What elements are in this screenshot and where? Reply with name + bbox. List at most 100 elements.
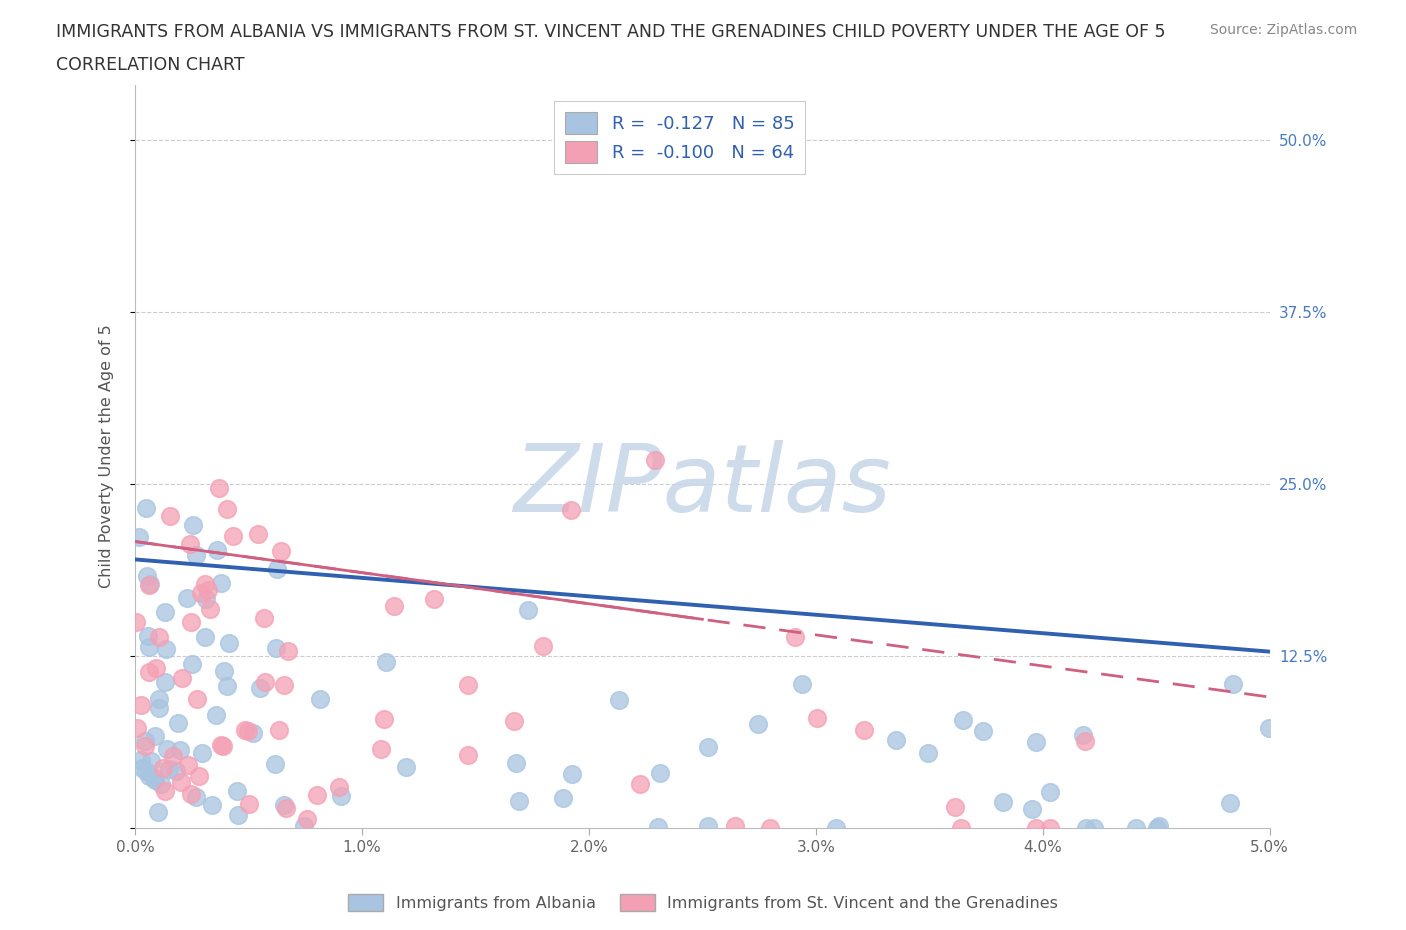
Point [516, 603, 538, 618]
Point [197, 582, 219, 597]
Point [201, 797, 224, 812]
Point [1074, 820, 1097, 835]
Point [215, 501, 238, 516]
Point [200, 602, 222, 617]
Point [806, 711, 828, 725]
Point [273, 798, 295, 813]
Point [254, 674, 277, 689]
Point [249, 681, 271, 696]
Point [273, 678, 295, 693]
Point [1147, 818, 1170, 833]
Point [950, 820, 973, 835]
Point [176, 757, 198, 772]
Point [330, 789, 353, 804]
Point [457, 748, 479, 763]
Point [233, 723, 256, 737]
Point [305, 788, 328, 803]
Point [423, 591, 446, 606]
Point [125, 615, 148, 630]
Point [129, 698, 152, 712]
Point [135, 764, 157, 778]
Point [264, 641, 287, 656]
Legend: R =  -0.127   N = 85, R =  -0.100   N = 64: R = -0.127 N = 85, R = -0.100 N = 64 [554, 101, 806, 174]
Point [697, 740, 720, 755]
Point [531, 638, 554, 653]
Point [135, 501, 157, 516]
Point [138, 629, 160, 644]
Point [148, 630, 170, 644]
Point [853, 723, 876, 737]
Point [155, 674, 177, 689]
Point [152, 761, 174, 776]
Point [1258, 721, 1281, 736]
Point [236, 724, 259, 738]
Point [884, 733, 907, 748]
Point [952, 712, 974, 727]
Point [186, 692, 208, 707]
Point [277, 644, 299, 658]
Point [825, 820, 848, 835]
Point [194, 630, 217, 644]
Point [1125, 820, 1147, 835]
Point [156, 741, 179, 756]
Point [205, 542, 228, 557]
Point [647, 819, 669, 834]
Point [181, 657, 204, 671]
Point [972, 724, 994, 738]
Point [1025, 735, 1047, 750]
Point [180, 614, 202, 629]
Point [214, 664, 236, 679]
Point [1219, 796, 1241, 811]
Point [148, 701, 170, 716]
Point [373, 711, 395, 726]
Point [1039, 820, 1062, 835]
Point [395, 760, 418, 775]
Point [215, 679, 238, 694]
Point [993, 794, 1015, 809]
Point [211, 738, 233, 753]
Point [266, 562, 288, 577]
Point [149, 777, 172, 791]
Point [191, 746, 214, 761]
Point [253, 611, 276, 626]
Point [274, 801, 297, 816]
Point [143, 770, 166, 785]
Point [308, 692, 330, 707]
Point [148, 691, 170, 706]
Point [134, 738, 156, 753]
Point [176, 591, 198, 605]
Point [943, 800, 966, 815]
Point [785, 630, 807, 644]
Point [628, 777, 651, 791]
Legend: Immigrants from Albania, Immigrants from St. Vincent and the Grenadines: Immigrants from Albania, Immigrants from… [342, 888, 1064, 917]
Point [143, 728, 166, 743]
Point [295, 811, 318, 826]
Point [560, 502, 582, 517]
Point [209, 737, 232, 752]
Point [159, 509, 181, 524]
Text: ZIPatlas: ZIPatlas [513, 441, 891, 531]
Point [1146, 820, 1168, 835]
Point [155, 641, 177, 656]
Point [225, 783, 247, 798]
Point [1073, 734, 1095, 749]
Point [1222, 677, 1244, 692]
Point [648, 765, 671, 780]
Point [226, 808, 249, 823]
Point [917, 746, 939, 761]
Y-axis label: Child Poverty Under the Age of 5: Child Poverty Under the Age of 5 [100, 325, 114, 588]
Point [644, 453, 666, 468]
Point [1021, 802, 1043, 817]
Point [180, 787, 202, 802]
Point [153, 783, 176, 798]
Point [187, 768, 209, 783]
Point [139, 577, 162, 591]
Point [194, 591, 217, 606]
Point [194, 577, 217, 591]
Point [128, 530, 150, 545]
Point [382, 599, 405, 614]
Point [222, 528, 245, 543]
Text: IMMIGRANTS FROM ALBANIA VS IMMIGRANTS FROM ST. VINCENT AND THE GRENADINES CHILD : IMMIGRANTS FROM ALBANIA VS IMMIGRANTS FR… [56, 23, 1166, 41]
Point [186, 790, 208, 804]
Point [129, 752, 152, 767]
